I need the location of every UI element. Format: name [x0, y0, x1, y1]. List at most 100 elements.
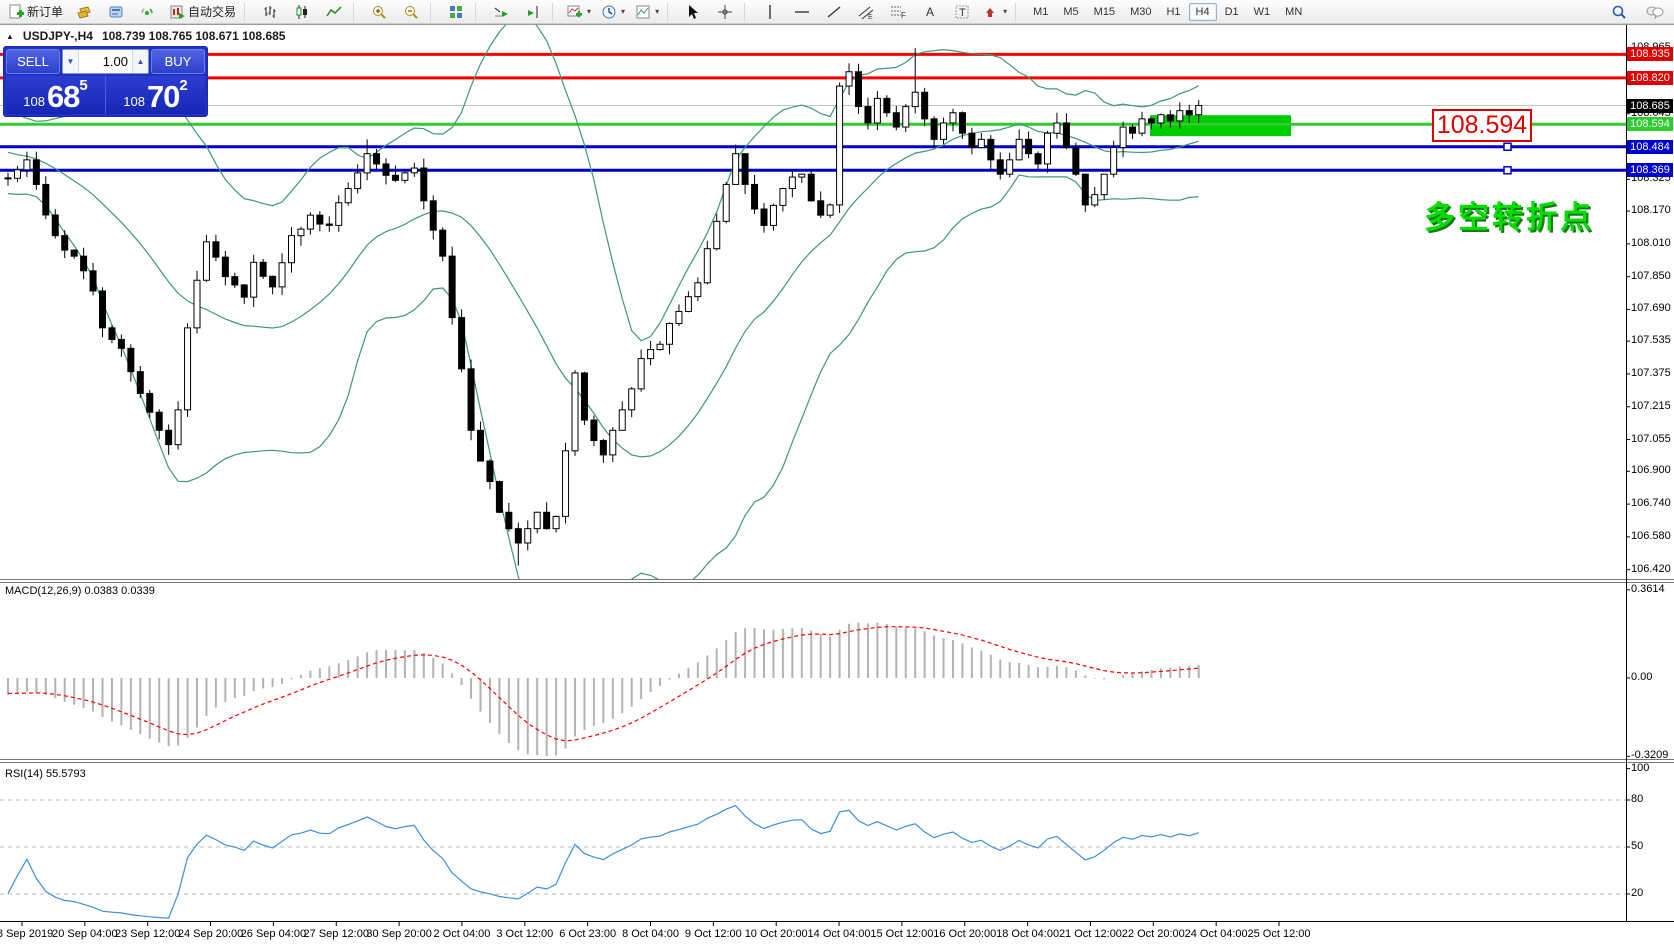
candle-body	[1185, 110, 1193, 116]
candle-body	[722, 183, 730, 222]
timeframe-W1[interactable]: W1	[1253, 5, 1271, 18]
macd-panel	[7, 622, 1200, 757]
candle-body	[562, 450, 570, 517]
auto-scroll-button[interactable]	[486, 1, 516, 23]
rsi-line	[7, 804, 1199, 919]
trendline-tool-button[interactable]	[819, 1, 849, 23]
svg-text:F: F	[901, 11, 906, 20]
sell-button[interactable]: SELL	[6, 49, 60, 74]
timeframe-H4[interactable]: H4	[1188, 2, 1217, 21]
candle-body	[1091, 194, 1099, 206]
timeframe-M30[interactable]: M30	[1130, 5, 1152, 18]
candle-body	[344, 188, 352, 204]
autotrading-button[interactable]: 自动交易	[165, 1, 240, 23]
price-axis-tick: 107.535	[1631, 334, 1671, 347]
candle-body	[155, 411, 163, 431]
main-toolbar: 新订单 自动交易	[0, 0, 1674, 24]
price-axis-tick: 106.900	[1631, 464, 1671, 477]
macd-signal-line	[7, 626, 1199, 742]
price-level-tag: 108.594	[1627, 117, 1673, 132]
volume-decrease-button[interactable]: ▼	[63, 50, 79, 73]
rsi-axis-tick: 100	[1631, 761, 1650, 774]
price-axis-tick: 107.375	[1631, 366, 1671, 379]
text-tool-button[interactable]: A	[915, 1, 945, 23]
crosshair-tool-button[interactable]	[710, 1, 740, 23]
text-label-tool-button[interactable]: T	[947, 1, 977, 23]
equidistant-channel-tool-button[interactable]: E	[851, 1, 881, 23]
new-order-button[interactable]: 新订单	[4, 1, 67, 23]
price-axis-tick: 107.215	[1631, 399, 1671, 412]
buy-button[interactable]: BUY	[151, 49, 205, 74]
candle-body	[977, 138, 985, 149]
volume-increase-button[interactable]: ▲	[132, 50, 148, 73]
metaeditor-button[interactable]	[101, 1, 131, 23]
time-axis-label: 2 Oct 04:00	[433, 928, 491, 940]
candle-body	[514, 528, 522, 544]
candle-body	[4, 177, 12, 180]
candle-body	[798, 173, 806, 178]
time-axis-label: 18 Oct 04:00	[996, 928, 1060, 940]
candle-body	[316, 214, 324, 225]
tile-windows-button[interactable]	[441, 1, 471, 23]
price-axis-tick: 106.420	[1631, 562, 1671, 575]
bar-chart-mode-button[interactable]	[255, 1, 285, 23]
signals-button[interactable]	[133, 1, 163, 23]
community-chat-button[interactable]	[1640, 1, 1670, 23]
candle-body	[391, 174, 399, 181]
candle-body	[1129, 126, 1137, 134]
price-flag-annotation[interactable]: 108.594	[1432, 109, 1532, 142]
line-chart-mode-button[interactable]	[319, 1, 349, 23]
sell-price-prefix: 108	[23, 94, 45, 109]
periods-menu-button[interactable]: ▾	[597, 1, 629, 23]
time-axis-label: 25 Oct 12:00	[1247, 928, 1311, 940]
svg-text:T: T	[959, 7, 966, 19]
candle-body	[325, 223, 333, 226]
buy-price-display[interactable]: 108 70 2	[106, 76, 205, 114]
candle-body	[89, 270, 97, 292]
time-axis-label: 20 Sep 04:00	[52, 928, 118, 940]
candle-body	[1081, 173, 1089, 206]
timeframe-M5[interactable]: M5	[1063, 5, 1079, 18]
templates-menu-button[interactable]: ▾	[631, 1, 663, 23]
timeframe-D1[interactable]: D1	[1224, 5, 1239, 18]
zoom-out-button[interactable]	[396, 1, 426, 23]
candle-body	[892, 112, 900, 128]
candle-body	[647, 349, 655, 360]
candle-chart-mode-button[interactable]	[287, 1, 317, 23]
timeframe-group: M1 M5 M15 M30 H1 H4 D1 W1 MN	[1026, 2, 1309, 21]
chart-shift-button[interactable]	[518, 1, 548, 23]
cursor-tool-button[interactable]	[678, 1, 708, 23]
tile-windows-icon	[450, 5, 463, 18]
gold-button[interactable]	[69, 1, 99, 23]
cursor-icon	[689, 4, 699, 19]
indicators-menu-button[interactable]: ▾	[563, 1, 595, 23]
zoom-in-button[interactable]	[364, 1, 394, 23]
time-axis-label: 14 Oct 04:00	[807, 928, 871, 940]
fibonacci-tool-button[interactable]: F	[883, 1, 913, 23]
timeframe-M1[interactable]: M1	[1033, 5, 1049, 18]
price-axis-tick: 106.740	[1631, 497, 1671, 510]
timeframe-M15[interactable]: M15	[1093, 5, 1116, 18]
candle-body	[23, 159, 31, 171]
horizontal-line-tool-button[interactable]	[787, 1, 817, 23]
candle-body	[373, 153, 381, 165]
shapes-menu-button[interactable]: ▾	[979, 1, 1011, 23]
search-symbols-button[interactable]	[1604, 1, 1634, 23]
toolbar-separator	[475, 2, 482, 21]
timeframe-MN[interactable]: MN	[1285, 5, 1303, 18]
price-level-tag: 108.484	[1627, 139, 1673, 154]
vertical-line-tool-button[interactable]	[755, 1, 785, 23]
candle-body	[250, 261, 258, 298]
collapse-icon[interactable]: ▲	[6, 31, 14, 41]
chinese-note-annotation[interactable]: 多空转折点	[1424, 200, 1594, 235]
arrows-icon	[986, 7, 995, 17]
candle-body	[1176, 110, 1184, 122]
volume-input[interactable]	[79, 50, 132, 73]
search-icon	[1612, 5, 1626, 19]
timeframe-H1[interactable]: H1	[1166, 5, 1181, 18]
toolbar-separator	[1015, 2, 1022, 21]
candle-body	[1138, 118, 1146, 134]
time-axis-label: 16 Oct 20:00	[933, 928, 997, 940]
candle-body	[1119, 126, 1127, 149]
sell-price-display[interactable]: 108 68 5	[6, 76, 106, 114]
